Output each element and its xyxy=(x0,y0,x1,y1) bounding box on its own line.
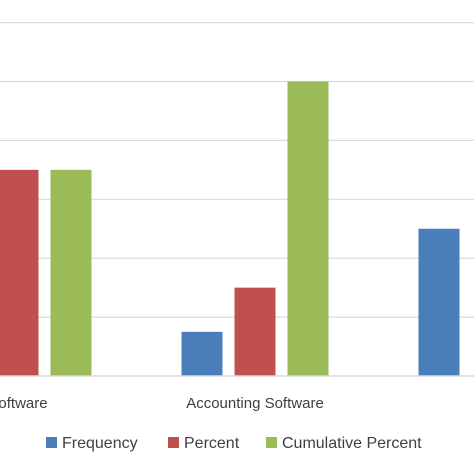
legend-label: Percent xyxy=(184,435,240,452)
category-labels: Software Accounting Software xyxy=(0,395,324,412)
bars xyxy=(0,81,460,376)
bar-percent-1 xyxy=(234,287,276,376)
bar-percent-0 xyxy=(0,169,39,376)
bar-frequency-2 xyxy=(418,228,460,376)
legend-item-frequency: Frequency xyxy=(46,435,138,452)
legend-swatch xyxy=(46,437,57,448)
legend-item-cumulative-percent: Cumulative Percent xyxy=(266,435,422,452)
legend-label: Frequency xyxy=(62,435,138,452)
bar-cumulative-percent-0 xyxy=(50,169,92,376)
bar-frequency-1 xyxy=(181,331,223,376)
bar-cumulative-percent-1 xyxy=(287,81,329,376)
legend-swatch xyxy=(266,437,277,448)
legend-swatch xyxy=(168,437,179,448)
category-label: Accounting Software xyxy=(186,395,324,412)
legend-item-percent: Percent xyxy=(168,435,240,452)
category-label: Software xyxy=(0,395,48,412)
legend: Frequency Percent Cumulative Percent xyxy=(46,435,422,452)
legend-label: Cumulative Percent xyxy=(282,435,422,452)
